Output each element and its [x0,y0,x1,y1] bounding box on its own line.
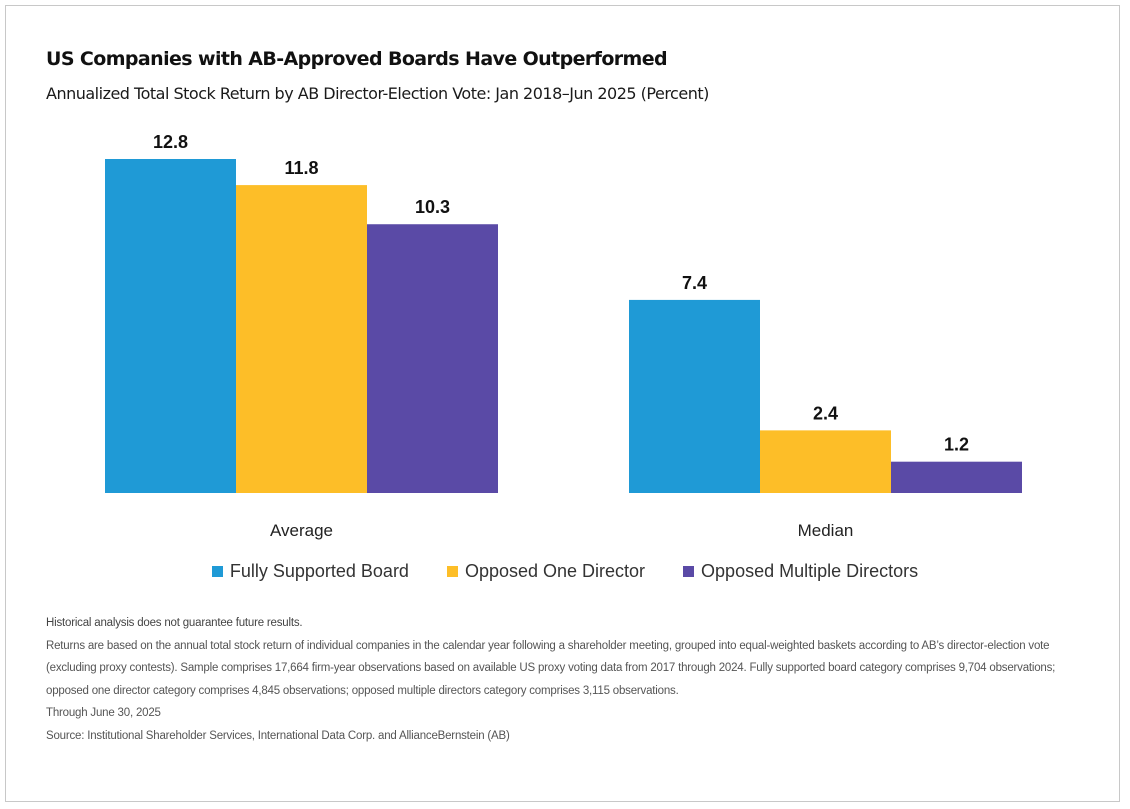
legend-label: Opposed One Director [464,561,646,581]
value-labels-layer: 12.8 11.8 10.3 7.4 2.4 1.2 [153,132,969,455]
legend-item-fully-supported: Fully Supported Board [211,561,409,582]
bar-chart: 12.8 11.8 10.3 7.4 2.4 1.2 Average Median [105,132,1022,540]
bar-median-opposed-multiple-directors [891,461,1022,493]
category-labels-layer: Average Median [270,521,853,540]
bar-value-label: 10.3 [415,197,450,217]
bar-value-label: 12.8 [153,132,188,152]
bar-value-label: 1.2 [944,435,969,455]
legend-label: Opposed Multiple Directors [701,561,919,581]
legend-swatch [683,566,695,577]
bar-average-fully-supported-board [105,159,236,493]
chart-title: US Companies with AB-Approved Boards Hav… [46,48,668,70]
chart-subtitle: Annualized Total Stock Return by AB Dire… [46,84,709,103]
legend-label: Fully Supported Board [229,561,409,581]
bar-value-label: 2.4 [813,403,838,423]
legend-swatch [211,566,223,577]
disclaimer-note: Historical analysis does not guarantee f… [46,617,303,629]
legend-swatch [446,566,458,577]
bar-average-opposed-one-director [236,185,367,493]
bar-median-fully-supported-board [629,299,760,493]
bar-average-opposed-multiple-directors [367,224,498,493]
bar-value-label: 7.4 [682,273,707,293]
category-label-average: Average [270,521,333,540]
source-note: Source: Institutional Shareholder Servic… [46,729,510,742]
bar-value-label: 11.8 [284,158,318,178]
category-label-median: Median [798,521,854,540]
bar-median-opposed-one-director [760,430,891,493]
legend-item-opposed-multiple: Opposed Multiple Directors [683,561,918,582]
legend-item-opposed-one: Opposed One Director [446,561,646,582]
methodology-note: Returns are based on the annual total st… [46,639,1056,697]
footnotes: Historical analysis does not guarantee f… [46,612,1086,747]
through-date-note: Through June 30, 2025 [46,707,161,719]
legend: Fully Supported Board Opposed One Direct… [0,561,1130,582]
bars-layer [105,159,1022,493]
